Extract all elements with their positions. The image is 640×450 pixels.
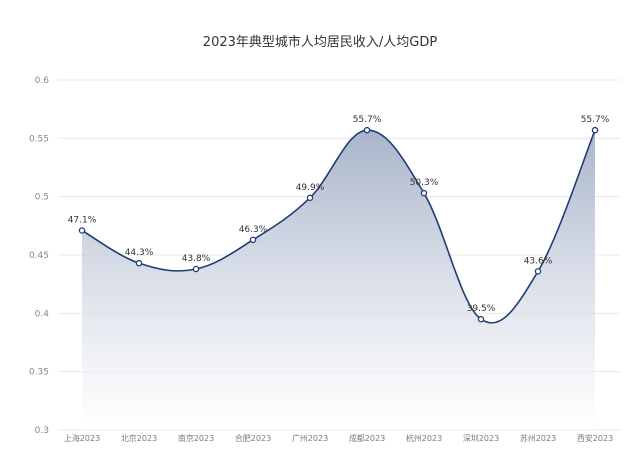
x-tick-label: 苏州2023: [520, 433, 556, 443]
data-point: [477, 315, 485, 323]
x-tick-label: 广州2023: [292, 433, 328, 443]
area-fill: [82, 130, 595, 430]
data-point: [192, 265, 200, 273]
data-point: [363, 126, 371, 134]
y-tick-label: 0.5: [35, 193, 49, 203]
data-label: 46.3%: [239, 225, 268, 235]
x-tick-label: 深圳2023: [463, 433, 499, 443]
data-label: 39.5%: [467, 304, 496, 314]
x-tick-label: 西安2023: [577, 433, 613, 443]
data-labels: 47.1% 44.3% 43.8% 46.3% 49.9% 55.7% 50.3% 39.5%…: [68, 115, 610, 314]
y-tick-label: 0.35: [29, 368, 49, 378]
data-point: [420, 189, 428, 197]
data-point: [249, 236, 257, 244]
data-label: 44.3%: [125, 248, 154, 258]
x-tick-label: 南京2023: [178, 433, 214, 443]
y-tick-label: 0.6: [35, 76, 50, 86]
chart-title: 2023年典型城市人均居民收入/人均GDP: [202, 35, 438, 50]
data-point: [591, 126, 599, 134]
x-tick-label: 成都2023: [349, 433, 385, 443]
x-tick-label: 杭州2023: [406, 433, 442, 443]
data-label: 55.7%: [581, 115, 610, 125]
data-point: [135, 259, 143, 267]
data-label: 43.8%: [182, 254, 211, 264]
data-label: 55.7%: [353, 115, 382, 125]
y-tick-label: 0.4: [35, 309, 50, 319]
y-axis-ticks: 0.3 0.35 0.4 0.45 0.5 0.55 0.6: [29, 76, 49, 436]
x-tick-label: 合肥2023: [235, 433, 271, 443]
data-point: [306, 194, 314, 202]
x-tick-label: 北京2023: [121, 433, 157, 443]
y-tick-label: 0.45: [29, 251, 49, 261]
data-point: [78, 227, 86, 234]
data-points: [78, 126, 599, 323]
x-axis-labels: 上海2023 北京2023 南京2023 合肥2023 广州2023 成都2023 杭州20…: [64, 433, 613, 443]
x-tick-label: 上海2023: [64, 433, 100, 443]
data-label: 50.3%: [410, 178, 439, 188]
data-label: 49.9%: [296, 183, 325, 193]
data-label: 43.6%: [524, 256, 553, 266]
y-tick-label: 0.55: [29, 134, 49, 144]
data-label: 47.1%: [68, 216, 97, 226]
y-tick-label: 0.3: [35, 426, 49, 436]
data-point: [534, 268, 542, 275]
